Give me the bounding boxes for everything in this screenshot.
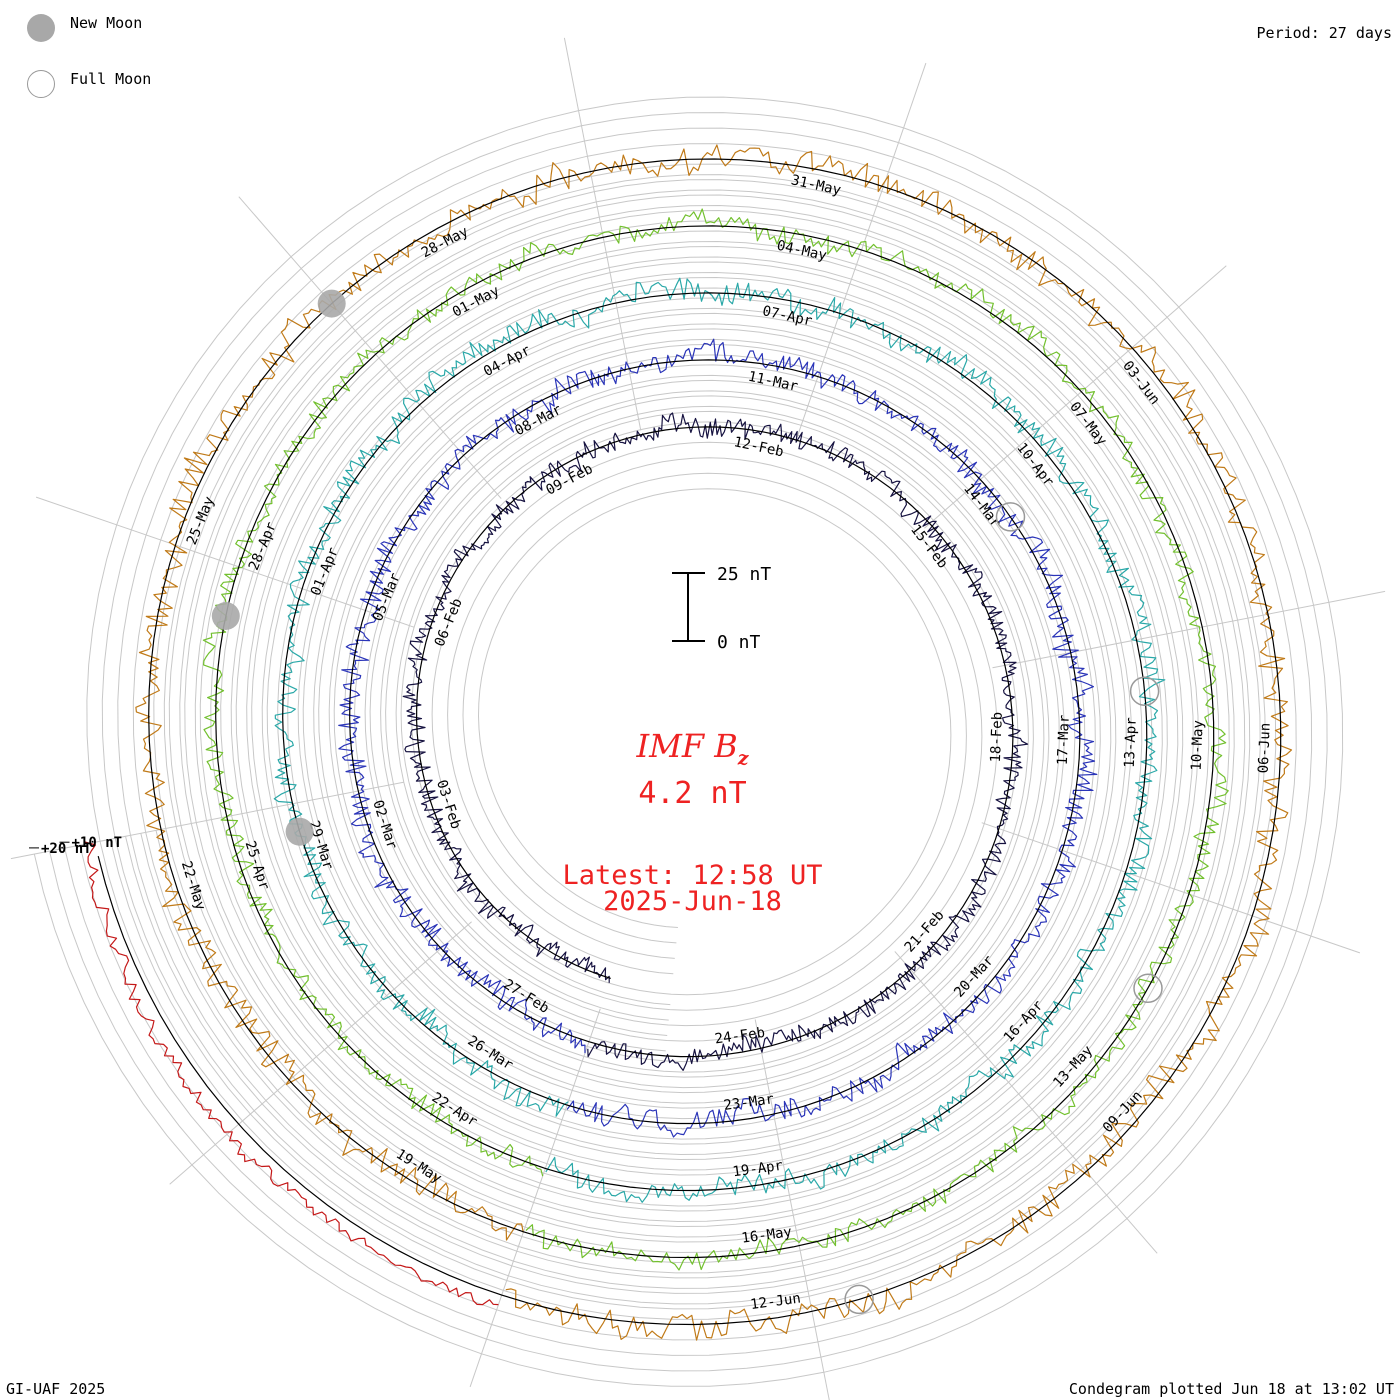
new-moon-legend-label: New Moon [70,14,143,32]
zero-baseline-layer [97,158,1282,1326]
zero-baseline [97,158,1282,1326]
date-label: 31-May [790,172,843,198]
grid-layer [10,37,1386,1400]
date-label: 26-Mar [465,1033,516,1074]
date-label: 15-Feb [907,522,951,572]
scale-bar-top-label: 25 nT [717,564,771,585]
radial-spoke [169,921,472,1185]
latest-date: 2025-Jun-18 [603,886,782,917]
plotted-timestamp: Condegram plotted Jun 18 at 13:02 UT [1068,1380,1394,1398]
radial-spoke [992,590,1386,669]
radial-spoke [35,496,415,628]
scale-bar: 25 nT 0 nT [672,564,771,653]
period-label: Period: 27 days [1256,24,1392,42]
bz-trace-segment [84,841,499,1306]
radial-spoke [894,951,1158,1254]
date-label: 18-Feb [988,712,1006,763]
new-moon-marker [285,817,314,846]
new-moon-marker [211,602,240,630]
full-moon-legend-label: Full Moon [70,70,152,88]
credit-label: GI-UAF 2025 [6,1380,106,1398]
bz-trace-layer [84,144,1293,1341]
radial-spoke [10,781,404,860]
moon-marker-layer [211,289,1163,1315]
date-label: 09-Jun [1100,1088,1146,1136]
date-label: 23-Mar [723,1091,775,1114]
date-label: 11-Mar [747,369,800,395]
full-moon-marker [1133,973,1163,1004]
new-moon-legend-icon [27,14,55,42]
date-label: 07-Apr [761,303,814,329]
radial-spoke [563,37,642,431]
parameter-subscript: z [737,747,749,770]
parameter-title: IMF Bz [0,727,1385,769]
date-label: 12-Feb [732,434,785,460]
latest-time: Latest: 12:58 UT [562,860,823,891]
bz-trace-segment [338,338,1098,1138]
spiral-gridline [140,204,1235,1279]
date-label: 10-May [1189,720,1207,771]
spiral-gridline [109,174,1266,1310]
parameter-name: IMF B [636,727,738,765]
date-label: 13-Apr [1122,717,1140,768]
radial-spoke [469,1008,601,1388]
bz-trace-segment [135,144,1293,1341]
spiral-gridline [33,96,1344,1387]
date-label: 06-Feb [432,596,466,649]
date-label: 16-May [741,1224,793,1247]
parameter-value: 4.2 nT [638,776,747,811]
radial-spoke [795,62,927,442]
amplitude-reference-label: +20 nT [41,841,92,857]
date-label: 17-Mar [1055,714,1073,765]
full-moon-marker [844,1284,874,1315]
radial-spoke [981,822,1361,954]
date-label: 24-Feb [714,1025,766,1048]
spiral-gridline [155,220,1220,1264]
new-moon-marker [317,289,346,318]
radial-spoke [754,1019,830,1400]
full-moon-marker [995,502,1026,532]
date-label: 06-Jun [1256,723,1274,774]
bz-trace-segment [402,412,1029,1071]
amplitude-reference-layer: +20 nT+10 nT [29,835,122,857]
amplitude-reference-label: +10 nT [72,835,123,851]
full-moon-marker [1129,676,1160,706]
spiral-gridline [64,127,1313,1356]
spiral-gridline [79,143,1297,1341]
date-label: 04-May [775,238,828,264]
date-label: 19-Apr [732,1158,784,1181]
date-label: 12-Jun [749,1290,801,1313]
full-moon-legend-icon [27,70,55,98]
spiral-gridline [49,112,1328,1372]
spiral-gridline [125,189,1251,1294]
scale-bar-bottom-label: 0 nT [717,632,761,653]
radial-spoke [238,196,502,499]
